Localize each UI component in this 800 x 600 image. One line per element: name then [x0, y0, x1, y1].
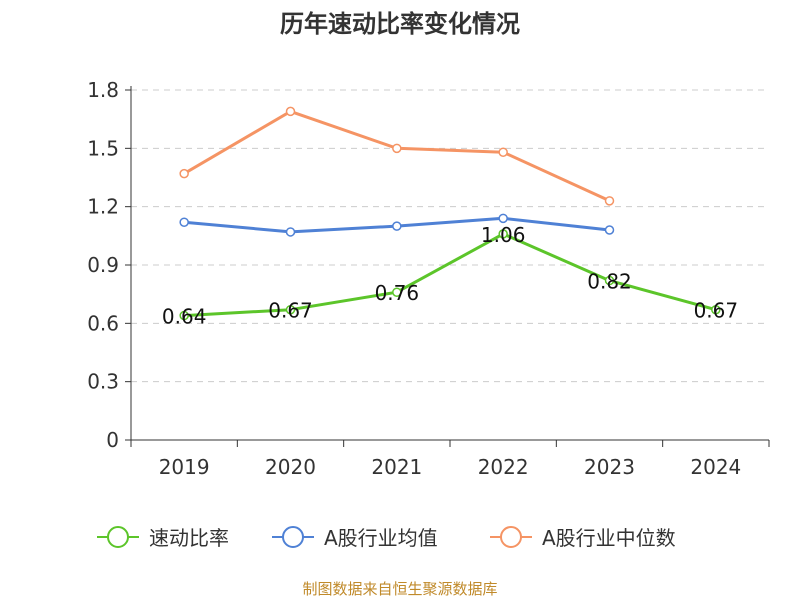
data-label: 0.64 [162, 305, 207, 329]
y-tick-label: 0.6 [87, 311, 119, 335]
data-point[interactable] [179, 310, 189, 321]
data-point[interactable] [604, 225, 615, 235]
legend-label: A股行业均值 [324, 526, 438, 550]
data-point[interactable] [392, 287, 402, 297]
legend-item-1[interactable]: A股行业均值 [272, 526, 438, 550]
legend-label: A股行业中位数 [542, 526, 676, 550]
data-label: 0.82 [587, 270, 632, 294]
x-tick-label: 2022 [478, 455, 529, 479]
legend-marker [107, 526, 129, 548]
x-tick-label: 2020 [265, 455, 316, 479]
data-point[interactable] [604, 275, 615, 286]
data-point[interactable] [285, 106, 296, 117]
x-tick-label: 2024 [690, 455, 741, 479]
data-point[interactable] [179, 168, 189, 179]
legend-item-2[interactable]: A股行业中位数 [490, 526, 676, 550]
y-tick-label: 0.3 [87, 370, 119, 394]
source-note: 制图数据来自恒生聚源数据库 [302, 580, 498, 598]
legend-item-0[interactable]: 速动比率 [97, 526, 229, 550]
data-label: 1.06 [481, 223, 526, 247]
y-tick-label: 1.5 [87, 136, 119, 160]
legend-label: 速动比率 [149, 526, 229, 550]
y-tick-label: 1.8 [87, 78, 119, 102]
data-point[interactable] [285, 227, 296, 237]
series-layer [179, 106, 721, 321]
data-label: 0.67 [694, 299, 739, 323]
legend-marker [282, 526, 304, 548]
series-line-0 [184, 232, 717, 318]
axis-layer: 0 0.3 0.6 0.9 1.2 1.5 1.8 2019 2020 2021 2022 2023 2… [87, 78, 770, 479]
legend-marker [500, 526, 522, 548]
legend: 速动比率 A股行业均值 A股行业中位数 [97, 526, 676, 550]
data-point[interactable] [285, 304, 296, 315]
data-point[interactable] [498, 213, 508, 224]
data-point[interactable] [392, 143, 402, 154]
data-label: 0.76 [375, 281, 420, 305]
data-point[interactable] [711, 304, 721, 315]
data-point[interactable] [604, 196, 615, 206]
grid-layer [131, 89, 769, 383]
x-tick-label: 2023 [584, 455, 635, 479]
data-point[interactable] [498, 147, 508, 157]
y-tick-label: 0 [106, 428, 119, 452]
y-tick-label: 1.2 [87, 195, 119, 219]
x-tick-label: 2021 [371, 455, 422, 479]
series-line-2 [183, 109, 611, 203]
data-point[interactable] [392, 221, 402, 231]
x-tick-label: 2019 [159, 455, 210, 479]
data-point[interactable] [179, 217, 189, 227]
y-tick-label: 0.9 [87, 253, 119, 277]
data-label-layer: 0.64 0.67 0.76 1.06 0.82 0.67 [162, 223, 738, 329]
data-label: 0.67 [268, 299, 313, 323]
chart-title: 历年速动比率变化情况 [280, 10, 520, 38]
data-point[interactable] [498, 229, 508, 239]
